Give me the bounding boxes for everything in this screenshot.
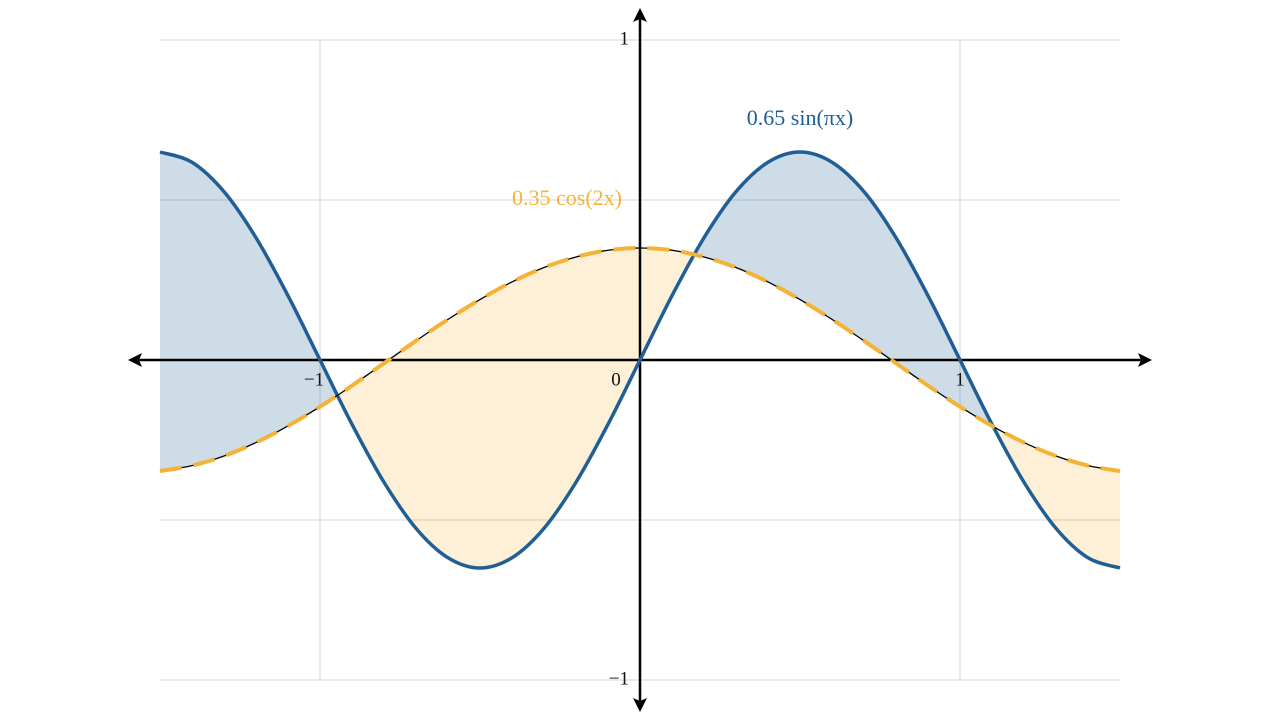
labels: −1 0 1 −1 1 0.65 sin(πx) 0.35 cos(2x) xyxy=(304,28,965,689)
y-axis-arrow xyxy=(633,8,647,22)
x-tick-label: −1 xyxy=(304,369,324,390)
y-tick-label: −1 xyxy=(609,668,629,689)
x-axis-arrow xyxy=(1138,353,1152,367)
lines xyxy=(159,150,1121,570)
line xyxy=(159,245,1121,474)
y-tick-label: 1 xyxy=(620,28,630,49)
x-tick-label: 1 xyxy=(955,369,965,390)
x-tick-label: 0 xyxy=(611,369,621,390)
series-label: 0.65 sin(πx) xyxy=(747,105,853,130)
series-label: 0.35 cos(2x) xyxy=(512,185,622,210)
line xyxy=(159,150,1121,570)
y-axis-arrow xyxy=(633,698,647,712)
x-axis-arrow xyxy=(128,353,142,367)
